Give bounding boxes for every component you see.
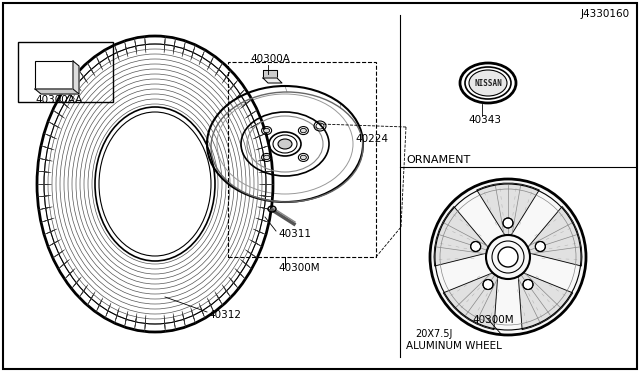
- Ellipse shape: [523, 279, 533, 289]
- Ellipse shape: [264, 128, 269, 133]
- Text: 40300M: 40300M: [472, 315, 514, 325]
- Ellipse shape: [278, 139, 292, 149]
- Bar: [35, 61, 73, 89]
- Ellipse shape: [430, 179, 586, 335]
- Text: 40312: 40312: [208, 310, 241, 320]
- Ellipse shape: [498, 247, 518, 267]
- Polygon shape: [73, 61, 79, 94]
- Ellipse shape: [483, 279, 493, 289]
- Bar: [228, 62, 376, 257]
- Polygon shape: [444, 273, 498, 330]
- Text: 40300M: 40300M: [278, 263, 319, 273]
- Bar: [18, 42, 113, 102]
- Text: 40224: 40224: [355, 134, 388, 144]
- Polygon shape: [518, 273, 573, 330]
- Polygon shape: [477, 183, 540, 235]
- Text: ORNAMENT: ORNAMENT: [406, 155, 470, 165]
- Text: 20X7.5J: 20X7.5J: [415, 329, 452, 339]
- Polygon shape: [263, 70, 277, 78]
- Ellipse shape: [535, 241, 545, 251]
- Text: 40300A: 40300A: [250, 54, 290, 64]
- Ellipse shape: [469, 70, 507, 96]
- Ellipse shape: [300, 155, 307, 160]
- Text: 40343: 40343: [468, 115, 501, 125]
- Ellipse shape: [264, 155, 269, 160]
- Ellipse shape: [503, 218, 513, 228]
- Ellipse shape: [470, 241, 481, 251]
- Text: 40300AA: 40300AA: [35, 95, 83, 105]
- Polygon shape: [528, 206, 582, 266]
- Text: 40311: 40311: [278, 229, 311, 239]
- Polygon shape: [434, 206, 488, 266]
- Ellipse shape: [300, 128, 307, 133]
- Polygon shape: [35, 89, 79, 94]
- Polygon shape: [263, 78, 282, 83]
- Text: NISSAN: NISSAN: [474, 78, 502, 87]
- Text: J4330160: J4330160: [581, 9, 630, 19]
- Text: ALUMINUM WHEEL: ALUMINUM WHEEL: [406, 341, 502, 351]
